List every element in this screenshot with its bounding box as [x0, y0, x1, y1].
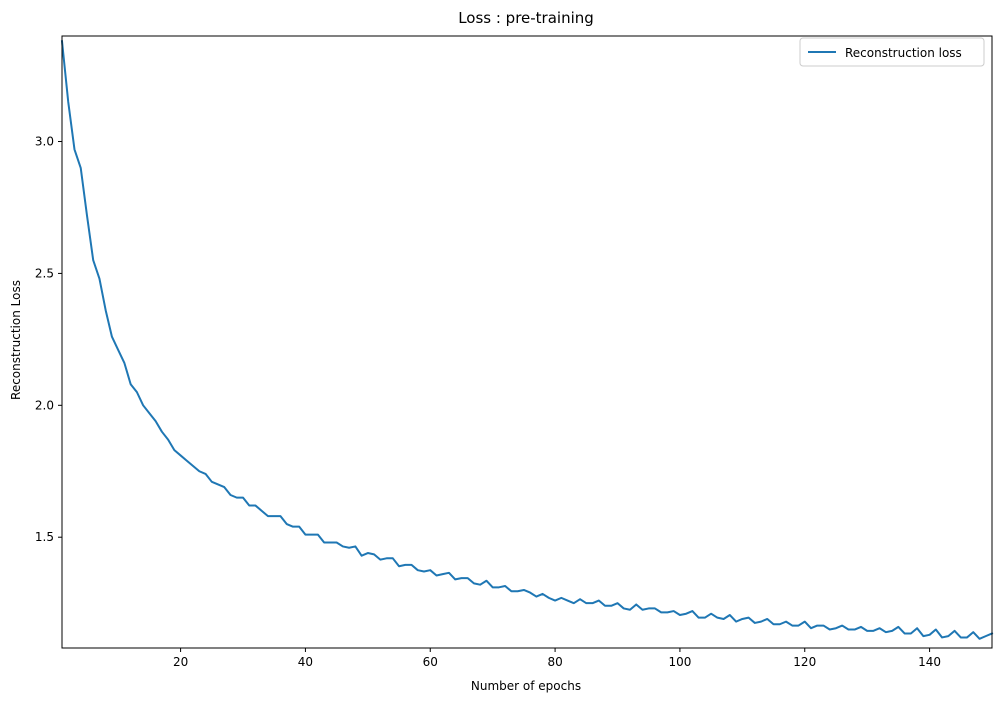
plot-area: [60, 35, 994, 649]
chart-title: Loss : pre-training: [458, 9, 594, 27]
series-line-0: [60, 40, 994, 640]
legend-entry-label: Reconstruction loss: [845, 46, 962, 60]
x-tick-label: 60: [423, 655, 438, 669]
x-axis-label: Number of epochs: [471, 679, 581, 693]
x-tick-label: 20: [173, 655, 188, 669]
x-tick-label: 80: [547, 655, 562, 669]
legend: Reconstruction loss: [799, 37, 985, 67]
y-axis-label: Reconstruction Loss: [9, 280, 23, 400]
axes-frame: [61, 35, 993, 649]
x-axis-ticks: 20 40 60 80 100 120 140: [173, 648, 941, 669]
x-tick-label: 40: [298, 655, 313, 669]
y-axis-ticks: 1.5 2.0 2.5 3.0: [35, 135, 62, 544]
y-tick-label: 2.0: [35, 398, 54, 412]
y-tick-label: 3.0: [35, 135, 54, 149]
y-tick-label: 2.5: [35, 266, 54, 280]
x-tick-label: 100: [668, 655, 691, 669]
x-tick-label: 120: [793, 655, 816, 669]
legend-frame: [799, 37, 985, 67]
y-tick-label: 1.5: [35, 530, 54, 544]
x-tick-label: 140: [918, 655, 941, 669]
